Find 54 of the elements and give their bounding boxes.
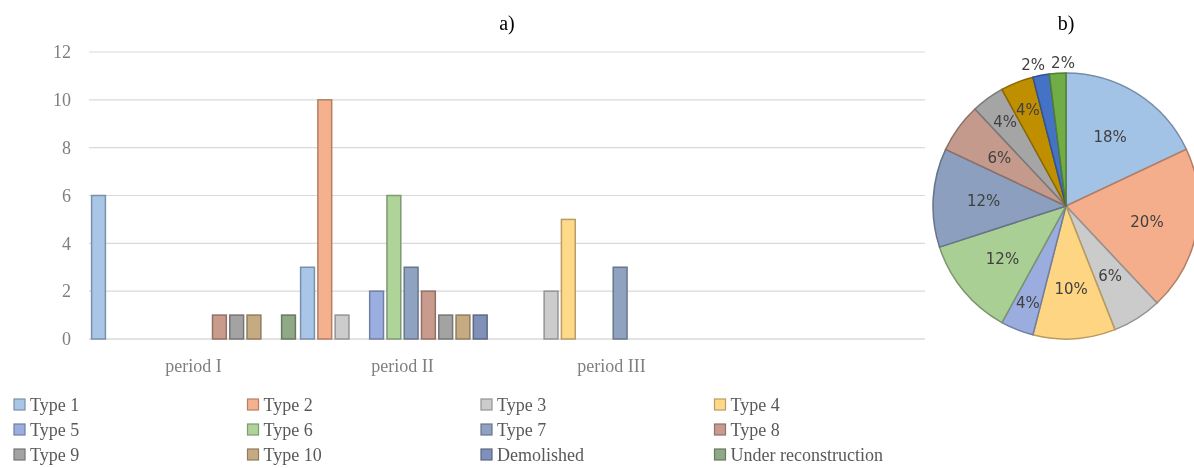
data-label: 18% — [1093, 127, 1127, 146]
x-tick-label: period II — [371, 356, 434, 376]
bar — [90, 194, 107, 340]
legend-label: Type 2 — [263, 395, 313, 416]
bar — [543, 290, 559, 340]
x-tick-label: period III — [577, 356, 646, 376]
legend-label: Type 7 — [497, 420, 547, 441]
data-label: 10% — [1054, 279, 1088, 298]
legend-label: Type 8 — [730, 420, 780, 441]
legend-label: Demolished — [497, 445, 584, 466]
bar — [612, 266, 628, 340]
chart-title: a) — [499, 12, 515, 35]
legend-label: Type 3 — [497, 395, 547, 416]
data-label: 4% — [1015, 100, 1040, 119]
bar — [560, 218, 576, 340]
y-tick-label: 4 — [62, 233, 71, 254]
legend-label: Type 4 — [730, 395, 780, 416]
data-label: 12% — [967, 192, 1001, 211]
y-tick-label: 10 — [53, 90, 71, 111]
bar — [386, 194, 402, 340]
y-tick-label: 8 — [62, 137, 71, 158]
bar — [472, 314, 488, 340]
bar — [455, 314, 471, 340]
legend-label: Type 5 — [30, 420, 80, 441]
data-label: 4% — [993, 113, 1017, 132]
bar — [229, 314, 245, 340]
data-label: 6% — [987, 148, 1012, 167]
y-tick-label: 0 — [62, 329, 71, 350]
legend-label: Type 9 — [30, 445, 80, 466]
legend-label: Type 1 — [30, 395, 80, 416]
bar — [334, 314, 350, 340]
bar — [211, 314, 228, 340]
data-label: 12% — [985, 249, 1020, 268]
data-label: 20% — [1130, 212, 1164, 231]
y-tick-label: 6 — [62, 185, 71, 206]
chart-title: b) — [1057, 12, 1075, 35]
legend-label: Type 6 — [263, 420, 313, 441]
bar — [403, 266, 419, 340]
bar — [280, 314, 297, 340]
data-label: 2% — [1021, 56, 1045, 75]
y-tick-label: 2 — [62, 281, 71, 302]
legend-label: Under reconstruction — [730, 445, 883, 466]
bar — [438, 314, 454, 340]
data-label: 4% — [1015, 293, 1040, 312]
data-label: 2% — [1051, 53, 1075, 72]
y-tick-label: 12 — [53, 42, 71, 63]
x-tick-label: period I — [165, 356, 222, 376]
data-label: 6% — [1098, 266, 1123, 285]
bar — [317, 99, 333, 340]
bar — [368, 290, 385, 340]
bar — [246, 314, 262, 340]
bar — [299, 266, 316, 340]
bar — [420, 290, 437, 340]
legend-label: Type 10 — [263, 445, 322, 466]
